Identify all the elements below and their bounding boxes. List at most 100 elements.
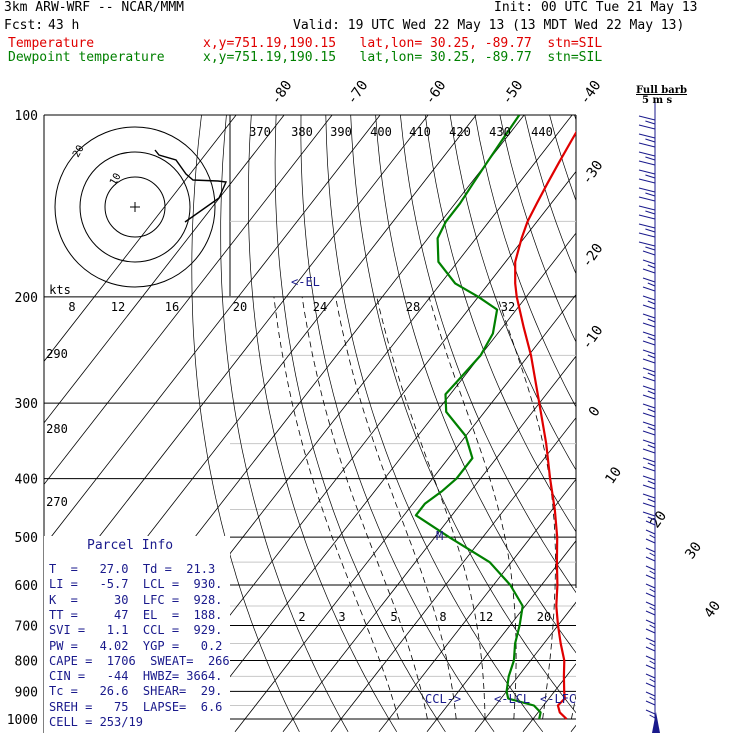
isotherm-label: -80: [268, 78, 296, 108]
wind-barb: [642, 322, 656, 328]
wind-barb-half: [645, 192, 656, 197]
wind-barb: [645, 556, 656, 562]
wind-barb: [642, 340, 656, 346]
pressure-tick-label: 100: [15, 109, 38, 124]
wind-barb: [645, 583, 656, 589]
isotherm-label: -30: [579, 158, 607, 188]
profile-clip: [414, 115, 576, 720]
pressure-tick-label: 700: [15, 619, 38, 634]
isotherm-line: [474, 601, 576, 733]
wind-barb-half: [649, 552, 656, 557]
moist-adiabat-line: [335, 296, 457, 720]
moist-adiabat-line: [600, 297, 674, 719]
wind-barb: [638, 241, 656, 247]
pressure-tick-label: 400: [15, 473, 38, 488]
wind-barb-half: [647, 498, 656, 503]
parcel-info-row: CAPE = 1706 SWEAT= 266: [49, 653, 230, 668]
moist-adiabat-line: [273, 296, 399, 720]
wind-barb: [645, 655, 656, 661]
wind-barb: [642, 277, 656, 283]
isotherm-line: [44, 115, 381, 547]
wind-barb-half: [647, 300, 656, 305]
dry-adiabat-line: [248, 115, 398, 732]
hodograph-ring-label: 24: [313, 300, 327, 314]
wind-barb: [638, 187, 656, 193]
wind-barb-half: [647, 372, 656, 377]
dry-adiabat-line: [274, 115, 446, 732]
wind-barb: [642, 295, 656, 301]
theta-label: 370: [249, 125, 271, 139]
wind-barb: [645, 637, 656, 643]
theta-label: 280: [46, 422, 68, 436]
pressure-tick-label: 900: [15, 685, 38, 700]
sounding-profiles: [414, 115, 576, 720]
isotherm-line: [378, 478, 576, 733]
wind-barb: [642, 403, 656, 409]
wind-barb: [645, 691, 656, 697]
dry-adiabat-line: [424, 115, 576, 533]
hodograph-ring-label: 12: [111, 300, 125, 314]
theta-label: 430: [489, 125, 511, 139]
dry-adiabat-line: [474, 115, 576, 408]
wind-barb: [645, 673, 656, 679]
hodograph-ring-label: 32: [501, 300, 515, 314]
isotherm-line: [44, 115, 333, 486]
hodograph-tick-label: 10: [108, 172, 124, 188]
pressure-tick-label: 1000: [7, 713, 38, 728]
dry-adiabat-line: [449, 115, 576, 471]
wind-barb: [638, 196, 656, 202]
lcl-marker: <-LCL: [494, 692, 530, 706]
dry-adiabat-group: [191, 115, 740, 733]
parcel-info-row: LI = -5.7 LCL = 930.: [49, 577, 223, 592]
theta-label: 420: [449, 125, 471, 139]
parcel-info-row: Tc = 26.6 SHEAR= 29.: [49, 684, 223, 699]
wind-barb: [642, 484, 656, 490]
wind-barb: [642, 385, 656, 391]
mixing-ratio-label: 12: [479, 610, 493, 624]
parcel-info-row: SREH = 75 LAPSE= 6.6: [49, 699, 223, 714]
wind-barb: [642, 421, 656, 427]
wind-barb: [645, 592, 656, 598]
pressure-tick-label: 200: [15, 291, 38, 306]
isotherm-label: -20: [579, 241, 607, 271]
isotherm-label: -40: [577, 78, 605, 108]
wind-barb: [642, 313, 656, 319]
dewpoint-line: [414, 115, 542, 720]
wind-barb-half: [649, 606, 656, 611]
isotherm-line: [570, 724, 576, 733]
theta-label: 380: [291, 125, 313, 139]
wind-barb: [645, 700, 656, 706]
wind-barb: [642, 475, 656, 481]
wind-barb: [642, 250, 656, 256]
barb-legend-line2: 5 m s: [642, 95, 673, 106]
wind-barb-half: [649, 534, 656, 539]
wind-barb: [645, 664, 656, 670]
wind-barb: [645, 682, 656, 688]
wind-barb: [638, 142, 656, 148]
isotherm-label: -10: [579, 323, 607, 353]
wind-barb-half: [647, 318, 656, 323]
isotherm-label: 0: [586, 404, 604, 420]
isotherm-line: [522, 663, 576, 733]
dry-adiabat-line: [649, 115, 740, 732]
isotherm-label: 30: [682, 539, 705, 562]
forecast-hour: 43 h: [48, 18, 80, 33]
parcel-info-row: CIN = -44 HWBZ= 3664.: [49, 669, 223, 684]
valid-time: Valid: 19 UTC Wed 22 May 13 (13 MDT Wed …: [293, 18, 685, 33]
wind-barb-half: [647, 354, 656, 359]
wind-barb: [642, 457, 656, 463]
pressure-tick-label: 800: [15, 654, 38, 669]
wind-barb-surface: [652, 712, 660, 733]
wind-barb: [645, 610, 656, 616]
wind-barb-half: [649, 642, 656, 647]
isotherm-line: [44, 115, 429, 609]
el-marker: <-EL: [291, 275, 320, 289]
wind-barbs: [638, 100, 660, 733]
wind-barb: [638, 124, 656, 130]
wind-barb: [638, 133, 656, 139]
wind-barb: [642, 259, 656, 265]
wind-barb: [638, 160, 656, 166]
wind-barb: [642, 439, 656, 445]
wind-barb-half: [649, 714, 656, 719]
wind-barb-half: [647, 282, 656, 287]
